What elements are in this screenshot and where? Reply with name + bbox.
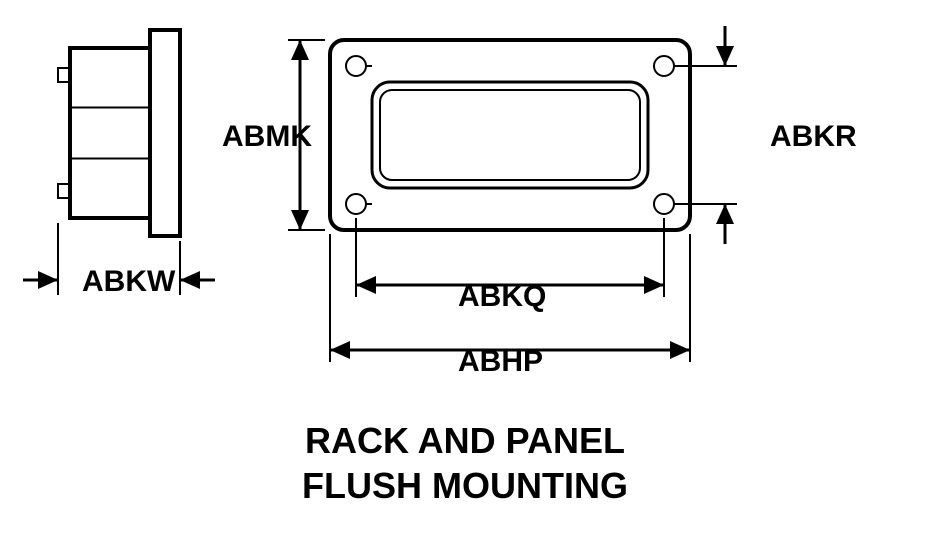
diagram-title-line1: RACK AND PANEL <box>0 420 930 462</box>
dim-label-abkr: ABKR <box>770 120 857 154</box>
dim-label-abkq: ABKQ <box>458 280 546 314</box>
dim-label-abhp: ABHP <box>458 345 543 379</box>
dim-label-abkw: ABKW <box>82 265 175 299</box>
diagram-title-line2: FLUSH MOUNTING <box>0 465 930 507</box>
dim-label-abmk: ABMK <box>222 120 312 154</box>
technical-diagram: RACK AND PANEL FLUSH MOUNTING ABKW ABMK … <box>0 0 930 540</box>
